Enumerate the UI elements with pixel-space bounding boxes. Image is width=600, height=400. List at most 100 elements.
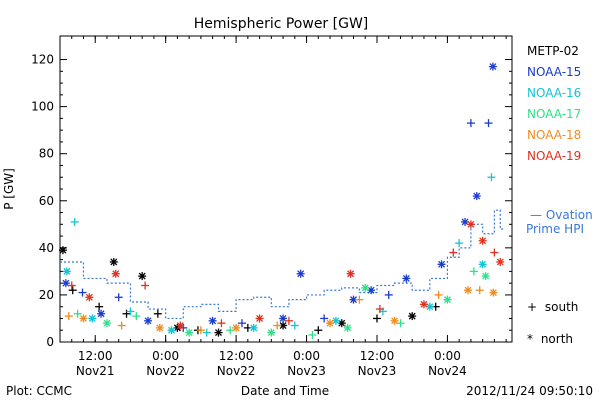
point-noaa-17-south [73,309,82,318]
marker-legend-south: + south [527,300,578,314]
y-tick-label: 60 [39,194,54,208]
point-noaa-16-south [455,239,464,248]
point-noaa-18-north [79,314,88,323]
point-noaa-19-north [496,257,505,266]
chart-title: Hemispheric Power [GW] [194,16,369,32]
point-noaa-18-north [463,286,472,295]
y-tick-label: 40 [39,241,54,255]
point-noaa-19-south [490,248,499,257]
point-noaa-18-south [434,290,443,299]
point-noaa-15-north [144,316,153,325]
x-tick-time: 12:00 [78,349,113,363]
y-tick-label: 120 [31,53,54,67]
point-noaa-15-south [78,288,87,297]
point-noaa-17-north [267,328,276,337]
point-noaa-19-south [217,319,226,328]
x-tick-day: Nov21 [76,364,115,378]
point-noaa-19-north [111,269,120,278]
point-noaa-18-south [355,295,364,304]
point-noaa-16-south [487,173,496,182]
plot-frame [59,35,513,343]
ovation-step-line [60,209,505,320]
y-axis: 0 20 40 60 80 100 120 [31,53,512,349]
point-noaa-18-north [489,288,498,297]
x-tick-day: Nov24 [428,364,467,378]
x-tick-time: 0:00 [293,349,320,363]
point-noaa-18-south [196,326,205,335]
y-tick-label: 80 [39,147,54,161]
x-axis: 12:00Nov210:00Nov2212:00Nov220:00Nov2312… [59,36,507,378]
point-noaa-19-south [67,281,76,290]
marker-legend-north-label: north [541,332,573,346]
point-noaa-19-north [478,236,487,245]
point-metp-02-south [68,286,77,295]
point-noaa-17-north [343,323,352,332]
x-tick-day: Nov22 [146,364,185,378]
point-noaa-15-north [208,316,217,325]
point-noaa-17-south [308,330,317,339]
point-noaa-18-south [475,286,484,295]
point-noaa-18-south [117,321,126,330]
data-points [58,62,505,339]
point-noaa-19-south [375,305,384,314]
marker-legend-south-label: south [545,300,579,314]
point-metp-02-north [58,246,67,255]
legend-metp-02: METP-02 [527,44,579,58]
y-tick-label: 0 [46,335,54,349]
point-noaa-17-south [469,267,478,276]
point-noaa-19-north [466,220,475,229]
point-noaa-15-south [466,119,475,128]
point-noaa-19-south [141,281,150,290]
point-metp-02-north [279,321,288,330]
ovation-legend-name: Ovation [546,208,593,222]
x-tick-time: 0:00 [152,349,179,363]
point-noaa-15-north [488,62,497,71]
y-axis-label: P [GW] [2,168,16,210]
point-noaa-15-north [437,260,446,269]
point-noaa-18-north [155,323,164,332]
point-noaa-15-north [97,309,106,318]
point-noaa-16-south [126,307,135,316]
ovation-series [60,209,505,320]
ovation-legend-dash: — [530,208,546,222]
y-tick-label: 20 [39,288,54,302]
point-metp-02-north [408,312,417,321]
x-tick-time: 12:00 [219,349,254,363]
legend-noaa-18: NOAA-18 [527,128,581,142]
point-noaa-18-south [64,312,73,321]
point-noaa-15-north [402,274,411,283]
point-noaa-15-south [114,293,123,302]
x-tick-time: 0:00 [434,349,461,363]
point-noaa-15-south [320,314,329,323]
point-noaa-16-north [249,323,258,332]
legend-noaa-17: NOAA-17 [527,107,581,121]
point-noaa-17-south [132,312,141,321]
point-noaa-19-north [346,269,355,278]
point-metp-02-north [138,272,147,281]
legend: METP-02 NOAA-15 NOAA-16 NOAA-17 NOAA-18 NOAA-… [527,44,581,163]
x-axis-label: Date and Time [241,384,329,398]
point-metp-02-south [372,314,381,323]
point-noaa-19-south [284,316,293,325]
point-metp-02-north [214,328,223,337]
point-noaa-18-north [326,319,335,328]
point-noaa-19-north [176,321,185,330]
point-noaa-19-south [449,248,458,257]
x-tick-time: 12:00 [360,349,395,363]
point-noaa-17-north [361,283,370,292]
point-noaa-15-south [484,119,493,128]
point-noaa-15-north [296,269,305,278]
point-noaa-15-south [237,319,246,328]
footer-left: Plot: CCMC [6,384,72,398]
point-noaa-18-south [273,321,282,330]
ovation-legend-label-2: Prime HPI [526,222,584,236]
point-noaa-19-north [85,293,94,302]
x-tick-day: Nov22 [217,364,256,378]
point-noaa-16-north [62,267,71,276]
point-noaa-17-north [185,328,194,337]
x-tick-day: Nov23 [358,364,397,378]
point-noaa-16-south [202,328,211,337]
point-noaa-15-south [384,290,393,299]
legend-noaa-16: NOAA-16 [527,86,581,100]
